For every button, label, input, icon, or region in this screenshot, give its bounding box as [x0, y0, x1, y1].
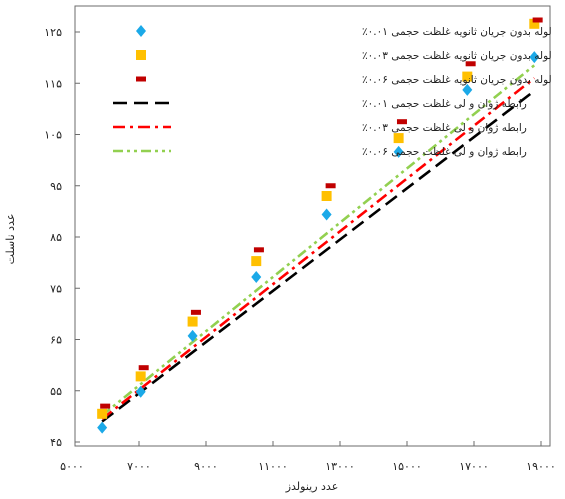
y-tick-label: ۹۵: [50, 180, 62, 193]
y-tick-label: ۱۲۵: [44, 26, 62, 39]
x-tick-label: ۱۱۰۰۰: [258, 460, 288, 473]
legend-label: رابطه ژوان و لی غلظت حجمی ۰.۰۳٪: [362, 122, 527, 134]
series-line: [101, 89, 536, 423]
data-point: [190, 309, 201, 315]
y-axis-title: عدد ناسلت: [4, 214, 17, 265]
data-point: [529, 51, 540, 64]
y-tick-label: ۴۵: [50, 436, 62, 449]
legend-label: لوله بدون جریان ثانویه غلظت حجمی ۰.۰۱٪: [362, 26, 552, 38]
x-tick-label: ۱۳۰۰۰: [325, 460, 355, 473]
legend-symbol: [136, 76, 146, 82]
x-tick-label: ۷۰۰۰: [127, 460, 151, 473]
y-tick-label: ۷۵: [50, 282, 62, 295]
x-axis-ticks: ۵۰۰۰ ۷۰۰۰ ۹۰۰۰ ۱۱۰۰۰ ۱۳۰۰۰ ۱۵۰۰۰ ۱۷۰۰۰ ۱۹۰۰۰: [60, 441, 556, 473]
data-point: [393, 133, 404, 144]
legend-label: رابطه ژوان و لی غلظت حجمی ۰.۰۱٪: [362, 98, 527, 110]
data-point: [396, 119, 407, 125]
y-tick-label: ۸۵: [50, 231, 62, 244]
legend-label: لوله بدون جریان ثانویه غلظت حجمی ۰.۰۳٪: [362, 50, 552, 62]
legend: لوله بدون جریان ثانویه غلظت حجمی ۰.۰۱٪ لو…: [113, 25, 552, 158]
x-tick-label: ۱۵۰۰۰: [392, 460, 422, 473]
data-point: [321, 191, 332, 201]
series-line: [101, 64, 536, 417]
data-point: [325, 183, 336, 189]
x-tick-label: ۱۷۰۰۰: [459, 460, 489, 473]
series-line: [101, 77, 536, 420]
data-point: [251, 270, 262, 283]
data-point: [462, 83, 473, 96]
data-points: [97, 17, 543, 434]
data-point: [253, 247, 264, 253]
data-point: [135, 385, 146, 398]
legend-symbol: [136, 25, 146, 37]
data-point: [465, 61, 476, 67]
x-axis-title: عدد رینولدز: [285, 480, 339, 493]
x-tick-label: ۱۹۰۰۰: [526, 460, 556, 473]
legend-label: رابطه ژوان و لی غلظت حجمی ۰.۰۶٪: [362, 146, 527, 158]
x-tick-label: ۵۰۰۰: [60, 460, 84, 473]
data-point: [187, 316, 198, 327]
y-tick-label: ۱۰۵: [44, 129, 62, 142]
y-axis-ticks: ۴۵ ۵۵ ۶۵ ۷۵ ۸۵ ۹۵ ۱۰۵ ۱۱۵ ۱۲۵: [44, 26, 80, 449]
data-point: [393, 145, 404, 158]
data-point: [135, 371, 146, 382]
x-tick-label: ۹۰۰۰: [194, 460, 218, 473]
legend-label: لوله بدون جریان ثانویه غلظت حجمی ۰.۰۶٪: [362, 74, 552, 86]
data-point: [321, 208, 332, 221]
data-point: [532, 17, 543, 23]
data-point: [138, 365, 149, 371]
data-point: [97, 421, 108, 434]
data-point: [187, 329, 198, 342]
data-point: [529, 18, 540, 29]
y-tick-label: ۶۵: [50, 334, 62, 347]
y-tick-label: ۵۵: [50, 385, 62, 398]
y-tick-label: ۱۱۵: [44, 77, 62, 90]
data-point: [462, 71, 473, 82]
data-point: [97, 408, 108, 419]
data-point: [251, 256, 262, 267]
correlation-lines: [101, 64, 536, 423]
legend-symbol: [136, 50, 146, 60]
data-point: [100, 403, 111, 409]
